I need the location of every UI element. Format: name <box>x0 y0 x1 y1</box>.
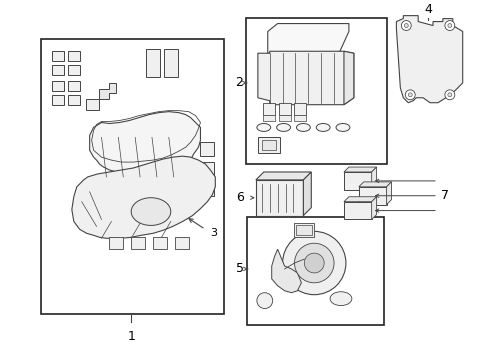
Ellipse shape <box>335 123 349 131</box>
Polygon shape <box>371 167 376 190</box>
Circle shape <box>304 253 324 273</box>
Ellipse shape <box>316 123 329 131</box>
Bar <box>41 39 224 315</box>
Circle shape <box>447 93 451 97</box>
Circle shape <box>444 21 454 31</box>
Text: 6: 6 <box>236 191 244 204</box>
Polygon shape <box>343 172 371 190</box>
Bar <box>294 114 305 121</box>
Bar <box>52 95 64 105</box>
Bar <box>278 103 290 114</box>
Bar <box>68 51 80 61</box>
Circle shape <box>294 243 333 283</box>
Bar <box>131 237 145 249</box>
Polygon shape <box>343 51 353 105</box>
Bar <box>174 237 188 249</box>
Bar <box>246 216 383 325</box>
Ellipse shape <box>276 123 290 131</box>
Bar <box>257 138 279 153</box>
Bar <box>109 237 123 249</box>
Polygon shape <box>255 172 311 180</box>
Polygon shape <box>371 197 376 220</box>
Text: 1: 1 <box>127 330 135 343</box>
Bar <box>278 114 290 121</box>
Text: 2: 2 <box>235 76 243 89</box>
Polygon shape <box>386 182 391 204</box>
Bar <box>262 103 274 114</box>
Bar <box>68 81 80 91</box>
Bar <box>68 95 80 105</box>
Bar <box>261 140 275 150</box>
Circle shape <box>256 293 272 309</box>
Polygon shape <box>358 187 386 204</box>
Bar <box>294 103 305 114</box>
Text: 7: 7 <box>440 189 448 202</box>
Polygon shape <box>257 51 353 105</box>
Text: 3: 3 <box>210 228 217 238</box>
Circle shape <box>404 23 407 27</box>
Polygon shape <box>271 249 301 293</box>
Bar <box>85 99 99 110</box>
Bar <box>296 225 312 235</box>
Bar <box>200 182 214 196</box>
Polygon shape <box>267 23 348 53</box>
Polygon shape <box>303 172 311 216</box>
Ellipse shape <box>131 198 170 225</box>
Circle shape <box>407 93 411 97</box>
Polygon shape <box>343 197 376 202</box>
Circle shape <box>401 21 410 31</box>
Bar <box>294 224 314 237</box>
Bar <box>52 51 64 61</box>
Polygon shape <box>255 180 303 216</box>
Polygon shape <box>343 167 376 172</box>
Bar <box>200 142 214 156</box>
Polygon shape <box>358 182 391 187</box>
Ellipse shape <box>329 292 351 306</box>
Polygon shape <box>396 15 462 103</box>
Circle shape <box>282 231 345 295</box>
Text: 4: 4 <box>423 3 431 15</box>
Bar <box>163 49 177 77</box>
Circle shape <box>405 90 414 100</box>
Ellipse shape <box>296 123 310 131</box>
Bar <box>153 237 166 249</box>
Bar <box>52 81 64 91</box>
Bar <box>68 65 80 75</box>
Bar <box>146 49 160 77</box>
Polygon shape <box>343 202 371 220</box>
Ellipse shape <box>256 123 270 131</box>
Circle shape <box>444 90 454 100</box>
Polygon shape <box>72 156 215 238</box>
Polygon shape <box>99 83 116 99</box>
Bar <box>245 18 386 164</box>
Circle shape <box>447 23 451 27</box>
Bar <box>262 114 274 121</box>
Bar <box>52 65 64 75</box>
Text: 5: 5 <box>236 262 244 275</box>
Bar <box>200 162 214 176</box>
Polygon shape <box>89 112 200 176</box>
